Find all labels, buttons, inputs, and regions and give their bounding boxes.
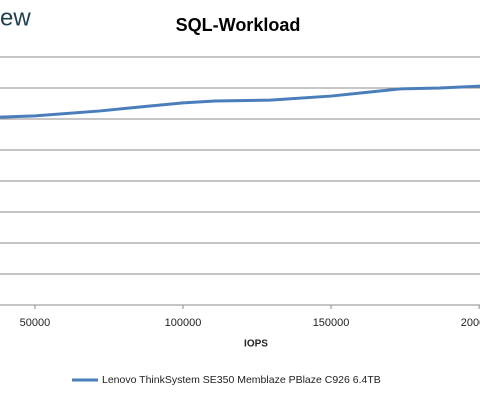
logo-fragment: ew: [0, 4, 31, 31]
legend-label: Lenovo ThinkSystem SE350 Memblaze PBlaze…: [102, 374, 381, 386]
x-tick-label: 50000: [20, 317, 51, 329]
chart-title: SQL-Workload: [176, 15, 301, 35]
x-axis-label: IOPS: [244, 339, 268, 350]
x-tick-label: 150000: [313, 317, 350, 329]
series-line: [0, 84, 480, 119]
x-tick-label: 200000: [461, 317, 480, 329]
x-tick-label: 100000: [165, 317, 202, 329]
